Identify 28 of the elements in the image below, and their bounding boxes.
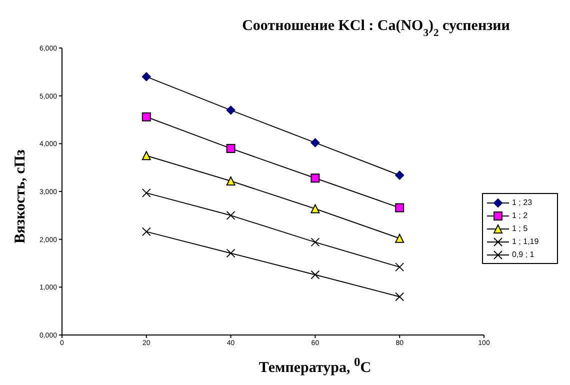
point [142,188,151,198]
point [310,270,320,280]
point [310,204,320,214]
point [142,112,151,122]
point [395,170,404,180]
point [310,138,320,148]
point [226,176,236,186]
y-axis-title: Вязкость, сПз [12,148,30,246]
point [142,227,151,236]
legend-label: 1 ; 5 [512,224,528,233]
point [310,238,320,247]
x-axis-title: Температура, $^{0}$C [258,355,372,377]
point [226,248,236,258]
point [395,262,404,272]
point [142,72,151,82]
legend-label: 0,9 ; 1 [512,250,534,259]
point [226,144,236,153]
legend-label: 1 ; 23 [512,198,532,207]
point [142,151,151,160]
point [226,210,236,220]
point [395,292,404,302]
point [226,106,236,115]
chart-title: Соотношение KCl : Ca(NO$_{3}$)$_{2}$ суспензии [242,18,510,38]
point [310,174,320,183]
point [395,234,404,243]
legend-label: 1 ; 2 [512,211,528,220]
legend-label: 1 ; 1,19 [512,237,539,246]
point [395,203,404,212]
